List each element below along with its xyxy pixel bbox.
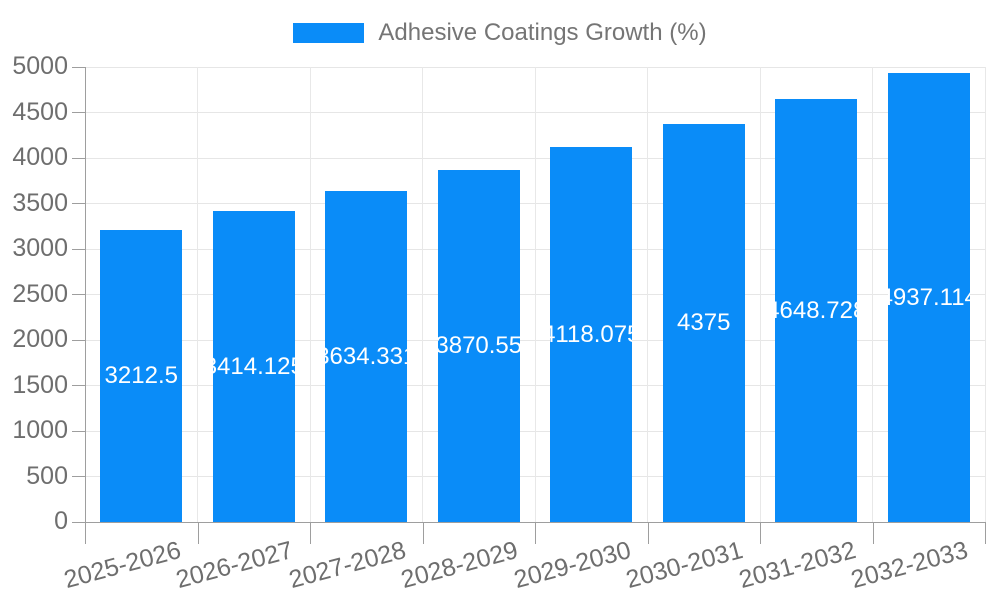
y-axis-label: 4500 (12, 97, 68, 126)
y-axis-label: 1000 (12, 416, 68, 444)
plot-area: 3212.5 3414.125 3634.331 3870.55 4118.075 437… (85, 66, 986, 522)
bar: 3212.5 (100, 230, 183, 522)
bar-value-label: 4648.728 (775, 296, 857, 324)
gridline-vertical (197, 67, 198, 522)
x-axis-tick (647, 522, 649, 544)
legend-swatch (293, 23, 365, 43)
y-axis-tick (72, 157, 85, 159)
x-axis-tick (872, 522, 874, 544)
gridline-vertical (759, 67, 761, 522)
y-axis-tick (72, 203, 85, 204)
y-axis-label: 500 (26, 461, 68, 490)
y-axis-tick (72, 66, 85, 68)
gridline-vertical (872, 67, 873, 522)
y-axis-tick (72, 112, 85, 113)
legend-label: Adhesive Coatings Growth (%) (378, 19, 707, 46)
bar-value-label: 3634.331 (325, 342, 407, 370)
gridline-vertical (647, 67, 648, 522)
x-axis-label: 2027-2028 (285, 536, 409, 594)
y-axis-label: 1500 (12, 370, 68, 399)
y-axis-label: 2000 (12, 325, 68, 353)
bar-value-label: 4118.075 (550, 320, 632, 348)
y-axis-tick (72, 294, 85, 295)
bar-value-label: 4937.114 (888, 283, 970, 311)
y-axis-tick (72, 430, 85, 432)
bar: 3414.125 (212, 211, 295, 522)
bar-value-label: 3212.5 (104, 362, 178, 389)
bar: 3870.55 (437, 170, 520, 522)
x-axis-tick (985, 522, 986, 544)
y-axis-line (85, 67, 86, 522)
gridline-vertical (984, 67, 986, 522)
bar-value-label: 4375 (677, 309, 731, 336)
x-axis-tick (760, 522, 761, 544)
x-axis-tick (197, 522, 199, 544)
x-axis-tick (422, 522, 424, 544)
gridline-vertical (309, 67, 311, 522)
bar: 4118.075 (550, 147, 633, 522)
bar: 4375 (662, 124, 745, 522)
y-axis-label: 2500 (12, 279, 68, 308)
y-axis-label: 5000 (12, 52, 68, 80)
x-axis-tick (310, 522, 311, 544)
x-axis-label: 2032-2033 (848, 536, 971, 594)
y-axis-tick (72, 521, 85, 523)
legend: Adhesive Coatings Growth (%) (0, 18, 1000, 48)
x-axis-label: 2025-2026 (60, 536, 184, 594)
x-axis-label: 2028-2029 (398, 536, 521, 594)
bar-value-label: 3414.125 (213, 352, 295, 380)
y-axis-tick (72, 385, 85, 386)
gridline-vertical (422, 67, 423, 522)
gridline-vertical (534, 67, 536, 522)
y-axis-tick (72, 248, 85, 250)
y-axis-label: 3000 (12, 234, 68, 262)
x-axis-label: 2026-2027 (173, 536, 296, 594)
y-axis-label: 0 (54, 507, 68, 535)
y-axis-tick (72, 476, 85, 477)
y-axis-label: 4000 (12, 143, 68, 171)
bar: 3634.331 (325, 191, 408, 522)
x-axis-tick (85, 522, 86, 544)
y-axis-label: 3500 (12, 188, 68, 217)
x-axis-label: 2031-2032 (735, 536, 859, 594)
x-axis-label: 2029-2030 (510, 536, 634, 594)
bar: 4937.114 (887, 73, 970, 522)
y-axis-tick (72, 339, 85, 341)
bar-value-label: 3870.55 (437, 332, 520, 359)
x-axis-tick (535, 522, 536, 544)
x-axis-label: 2030-2031 (623, 536, 746, 594)
bar: 4648.728 (775, 99, 858, 522)
